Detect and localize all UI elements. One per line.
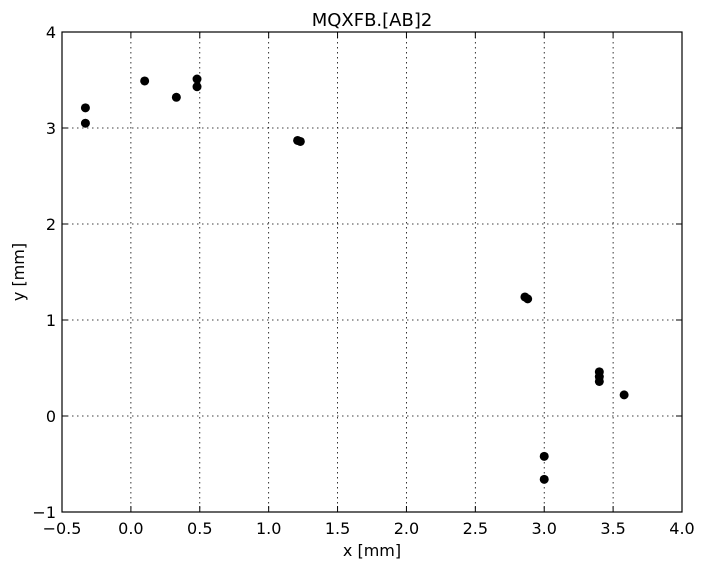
x-tick-label: 1.5 — [325, 519, 350, 538]
data-point — [594, 376, 604, 386]
x-tick-label: 0.0 — [118, 519, 143, 538]
data-point — [80, 118, 90, 128]
y-tick-label: 2 — [46, 215, 56, 234]
x-tick-label: −0.5 — [43, 519, 82, 538]
x-axis-label: x [mm] — [343, 541, 401, 560]
data-point — [140, 76, 150, 86]
data-point — [539, 451, 549, 461]
data-point — [192, 74, 202, 84]
data-point — [171, 92, 181, 102]
x-tick-label: 2.5 — [463, 519, 488, 538]
y-axis-label: y [mm] — [9, 243, 28, 301]
x-tick-label: 1.0 — [256, 519, 281, 538]
x-tick-label: 3.0 — [531, 519, 556, 538]
data-points — [80, 74, 629, 484]
data-point — [523, 294, 533, 304]
chart-title: MQXFB.[AB]2 — [312, 10, 433, 31]
data-point — [295, 136, 305, 146]
data-point — [539, 474, 549, 484]
y-tick-label: 3 — [46, 119, 56, 138]
axis-ticks — [61, 31, 683, 513]
grid — [62, 32, 682, 512]
x-tick-label: 0.5 — [187, 519, 212, 538]
y-tick-label: 0 — [46, 407, 56, 426]
x-tick-label: 3.5 — [600, 519, 625, 538]
y-tick-label: −1 — [32, 503, 56, 522]
plot-frame — [61, 31, 683, 513]
tick-labels: −0.5 0.0 0.5 1.0 1.5 2.0 2.5 3.0 3.5 4.0 −1 0 1 2 3 4 — [32, 23, 694, 538]
y-tick-label: 4 — [46, 23, 56, 42]
data-point — [619, 390, 629, 400]
data-point — [192, 82, 202, 92]
x-tick-label: 2.0 — [394, 519, 419, 538]
data-point — [80, 103, 90, 113]
x-tick-label: 4.0 — [669, 519, 694, 538]
y-tick-label: 1 — [46, 311, 56, 330]
